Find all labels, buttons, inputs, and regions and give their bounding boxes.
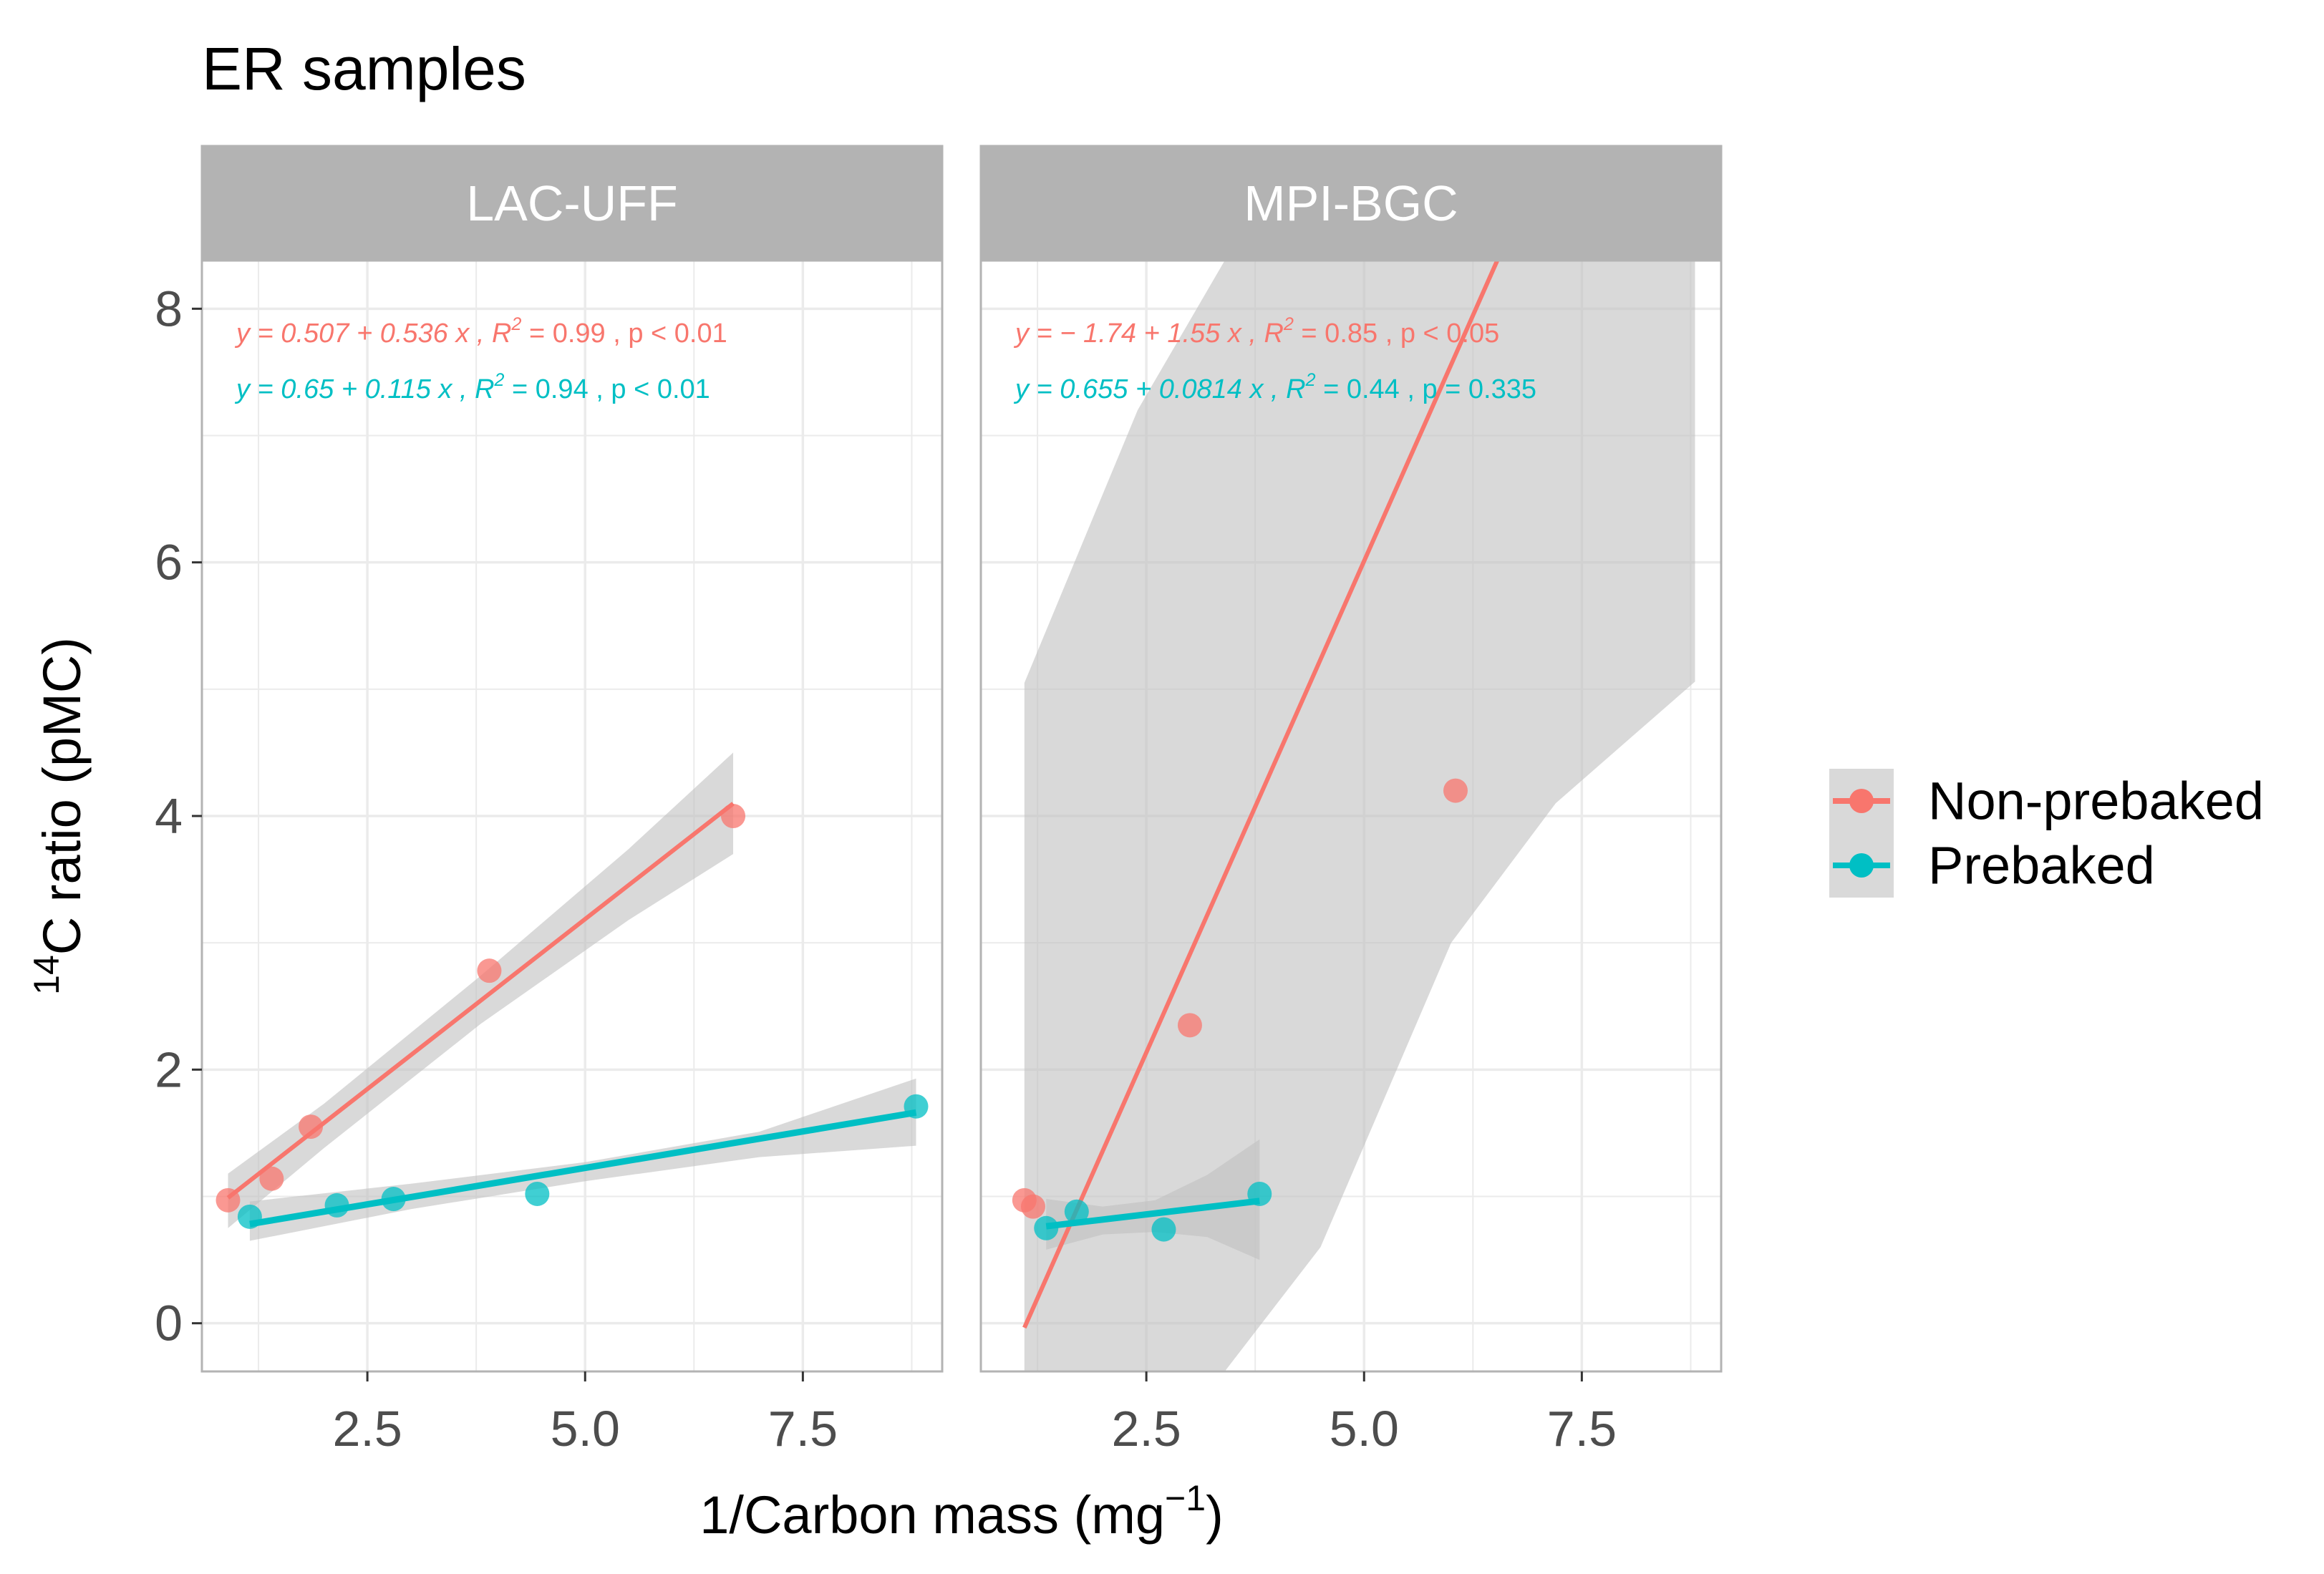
y-tick-label: 2 — [155, 1041, 183, 1097]
confidence-band-non_prebaked-lac-uff — [228, 752, 734, 1228]
confidence-band-prebaked-lac-uff — [249, 1078, 916, 1241]
regression-equation-non-prebaked: y = 0.507 + 0.536 x , R2 = 0.99 , p < 0.… — [234, 314, 727, 349]
x-tick-label: 7.5 — [768, 1401, 838, 1457]
panel-lac-uff: LAC-UFF y = 0.507 + 0.536 x , R2 = 0.99 … — [200, 145, 944, 1373]
data-point-non_prebaked — [1020, 1194, 1045, 1219]
gridlines — [202, 261, 942, 1371]
y-tick-label: 4 — [155, 788, 183, 844]
legend-key-point — [1849, 853, 1874, 878]
data-point-prebaked — [1064, 1199, 1089, 1224]
x-tick-label: 5.0 — [1330, 1401, 1399, 1457]
panel-strip-label: MPI-BGC — [1244, 175, 1458, 231]
x-tick-label: 2.5 — [332, 1401, 402, 1457]
data-point-prebaked — [1034, 1215, 1059, 1240]
data-point-non_prebaked — [721, 804, 746, 828]
fit-line-prebaked-lac-uff — [249, 1109, 917, 1228]
data-points — [1012, 778, 1468, 1242]
confidence-bands — [1024, 261, 1695, 1371]
panel-strip-label: LAC-UFF — [466, 175, 678, 231]
y-axis-label: 14C ratio (pMC) — [26, 637, 92, 995]
chart-title: ER samples — [202, 35, 526, 102]
data-point-non_prebaked — [477, 958, 502, 983]
panel-strip — [979, 145, 1723, 262]
y-tick-label: 6 — [155, 535, 183, 591]
legend-label-prebaked: Prebaked — [1928, 836, 2155, 895]
legend-key-non-prebaked — [1829, 769, 1894, 833]
confidence-band-non_prebaked-mpi-bgc — [1024, 261, 1695, 1371]
regression-equation-prebaked: y = 0.655 + 0.0814 x , R2 = 0.44 , p = 0… — [1013, 370, 1536, 404]
data-point-non_prebaked — [216, 1187, 241, 1213]
x-tick-label: 2.5 — [1111, 1401, 1181, 1457]
data-point-prebaked — [904, 1094, 929, 1119]
legend-label-non-prebaked: Non-prebaked — [1928, 772, 2264, 831]
data-point-non_prebaked — [1443, 778, 1468, 803]
data-point-prebaked — [237, 1204, 262, 1229]
confidence-bands — [228, 752, 916, 1241]
data-point-non_prebaked — [299, 1114, 324, 1140]
data-point-prebaked — [525, 1181, 550, 1206]
panel-strip — [200, 145, 944, 262]
x-axis-label: 1/Carbon mass (mg−1) — [699, 1478, 1223, 1545]
y-tick-label: 8 — [155, 281, 183, 336]
data-point-non_prebaked — [1177, 1013, 1202, 1038]
data-points — [216, 804, 929, 1229]
regression-equation-non-prebaked: y = − 1.74 + 1.55 x , R2 = 0.85 , p < 0.… — [1013, 314, 1499, 349]
panel-mpi-bgc: MPI-BGC y = − 1.74 + 1.55 x , R2 = 0.85 … — [979, 145, 1723, 1373]
data-point-prebaked — [1247, 1181, 1272, 1206]
legend-key-prebaked — [1829, 833, 1894, 898]
x-axis: 2.5 5.0 7.5 2.5 5.0 7.5 — [332, 1371, 1617, 1457]
data-point-prebaked — [324, 1192, 349, 1218]
x-tick-label: 5.0 — [551, 1401, 620, 1457]
data-point-prebaked — [381, 1187, 406, 1212]
data-point-prebaked — [1151, 1217, 1176, 1242]
legend: Non-prebaked Prebaked — [1829, 769, 2264, 898]
data-point-non_prebaked — [259, 1166, 284, 1191]
fit-line-non_prebaked-mpi-bgc — [1022, 259, 1499, 1329]
y-axis: 0 2 4 6 8 — [155, 281, 202, 1351]
regression-equation-prebaked: y = 0.65 + 0.115 x , R2 = 0.94 , p < 0.0… — [234, 370, 710, 404]
confidence-band-prebaked-mpi-bgc — [1046, 1139, 1260, 1260]
y-tick-label: 0 — [155, 1296, 183, 1351]
legend-key-point — [1849, 789, 1874, 813]
x-tick-label: 7.5 — [1547, 1401, 1617, 1457]
